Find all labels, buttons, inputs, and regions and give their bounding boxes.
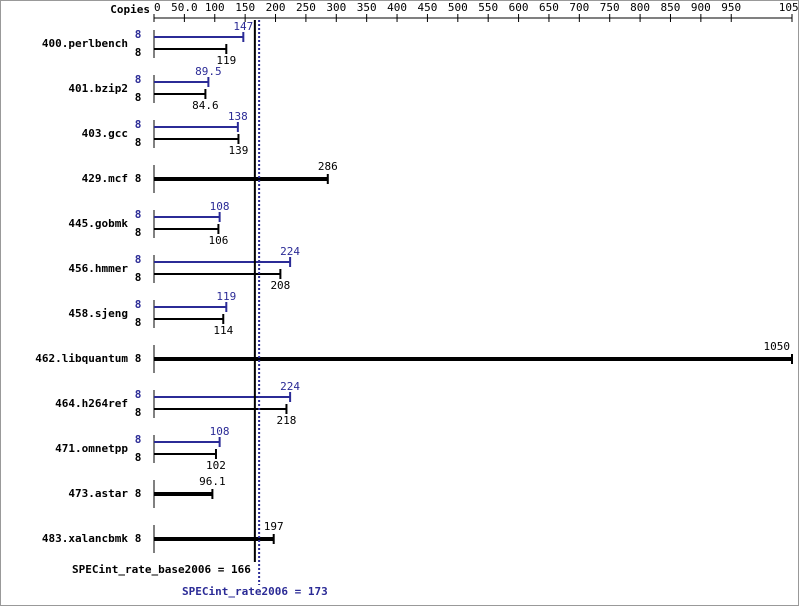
x-tick-label: 150: [235, 1, 255, 14]
category-label: 403.gcc: [82, 127, 128, 140]
category-label: 483.xalancbmk: [42, 532, 128, 545]
x-tick-label: 50.0: [171, 1, 198, 14]
copies-header: Copies: [110, 3, 150, 16]
x-tick-label: 0: [154, 1, 161, 14]
x-tick-label: 800: [630, 1, 650, 14]
x-tick-label: 200: [266, 1, 286, 14]
value-label: 84.6: [192, 99, 219, 112]
x-tick-label: 700: [569, 1, 589, 14]
category-label: 458.sjeng: [68, 307, 128, 320]
copies-label: 8: [135, 73, 142, 86]
value-label: 138: [228, 110, 248, 123]
value-label: 139: [229, 144, 249, 157]
x-tick-label: 750: [600, 1, 620, 14]
value-label: 197: [264, 520, 284, 533]
x-tick-label: 600: [509, 1, 529, 14]
category-label: 473.astar: [68, 487, 128, 500]
copies-label: 8: [135, 253, 142, 266]
x-tick-label: 400: [387, 1, 407, 14]
x-tick-label: 300: [326, 1, 346, 14]
category-label: 401.bzip2: [68, 82, 128, 95]
category-label: 400.perlbench: [42, 37, 128, 50]
copies-label: 8: [135, 172, 142, 185]
category-label: 445.gobmk: [68, 217, 128, 230]
category-label: 456.hmmer: [68, 262, 128, 275]
value-label: 108: [210, 425, 230, 438]
x-tick-label: 350: [357, 1, 377, 14]
x-tick-label: 850: [661, 1, 681, 14]
x-tick-label: 950: [721, 1, 741, 14]
copies-label: 8: [135, 352, 142, 365]
value-label: 286: [318, 160, 338, 173]
value-label: 96.1: [199, 475, 226, 488]
value-label: 108: [210, 200, 230, 213]
x-tick-label: 650: [539, 1, 559, 14]
category-label: 471.omnetpp: [55, 442, 128, 455]
copies-label: 8: [135, 406, 142, 419]
copies-label: 8: [135, 226, 142, 239]
value-label: 89.5: [195, 65, 222, 78]
value-label: 102: [206, 459, 226, 472]
value-label: 208: [270, 279, 290, 292]
x-tick-label: 250: [296, 1, 316, 14]
copies-label: 8: [135, 28, 142, 41]
value-label: 119: [216, 290, 236, 303]
copies-label: 8: [135, 208, 142, 221]
copies-label: 8: [135, 532, 142, 545]
value-label: 119: [216, 54, 236, 67]
value-label: 218: [277, 414, 297, 427]
copies-label: 8: [135, 91, 142, 104]
copies-label: 8: [135, 136, 142, 149]
copies-label: 8: [135, 433, 142, 446]
copies-label: 8: [135, 487, 142, 500]
value-label: 147: [233, 20, 253, 33]
x-tick-label: 1050: [779, 1, 799, 14]
value-label: 114: [213, 324, 233, 337]
x-tick-label: 100: [205, 1, 225, 14]
value-label: 106: [208, 234, 228, 247]
copies-label: 8: [135, 388, 142, 401]
value-label: 1050: [764, 340, 791, 353]
reference-label: SPECint_rate2006 = 173: [182, 585, 328, 598]
x-tick-label: 900: [691, 1, 711, 14]
copies-label: 8: [135, 298, 142, 311]
category-label: 429.mcf: [82, 172, 128, 185]
copies-label: 8: [135, 271, 142, 284]
x-tick-label: 500: [448, 1, 468, 14]
x-tick-label: 550: [478, 1, 498, 14]
copies-label: 8: [135, 118, 142, 131]
category-label: 462.libquantum: [35, 352, 128, 365]
value-label: 224: [280, 380, 300, 393]
copies-label: 8: [135, 46, 142, 59]
value-label: 224: [280, 245, 300, 258]
copies-label: 8: [135, 451, 142, 464]
category-label: 464.h264ref: [55, 397, 128, 410]
reference-label: SPECint_rate_base2006 = 166: [72, 563, 251, 576]
copies-label: 8: [135, 316, 142, 329]
x-tick-label: 450: [417, 1, 437, 14]
